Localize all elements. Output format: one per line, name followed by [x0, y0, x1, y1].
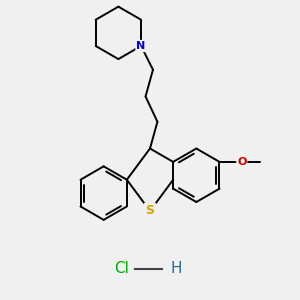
Text: H: H: [171, 261, 182, 276]
Text: O: O: [237, 157, 247, 167]
Text: N: N: [136, 41, 146, 51]
Text: Cl: Cl: [114, 261, 129, 276]
Text: S: S: [146, 204, 154, 218]
